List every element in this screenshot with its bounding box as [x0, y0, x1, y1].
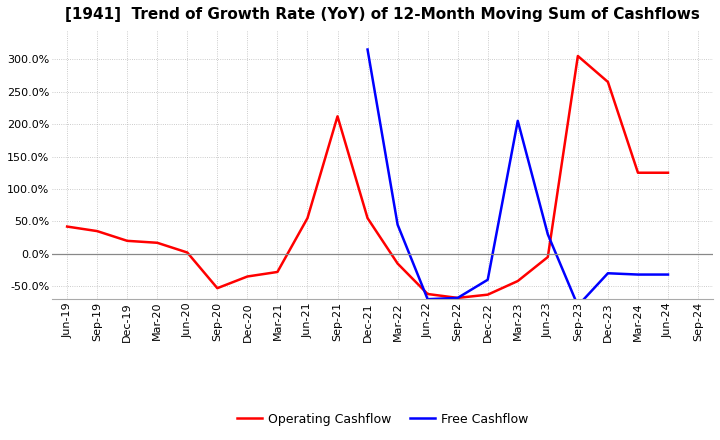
Free Cashflow [634, 272, 642, 277]
Free Cashflow [423, 297, 432, 302]
Free Cashflow [544, 232, 552, 237]
Operating Cashflow [513, 279, 522, 284]
Free Cashflow [363, 47, 372, 52]
Operating Cashflow [393, 261, 402, 266]
Free Cashflow [513, 118, 522, 124]
Operating Cashflow [273, 269, 282, 275]
Line: Free Cashflow: Free Cashflow [367, 50, 668, 306]
Free Cashflow [574, 303, 582, 308]
Operating Cashflow [454, 295, 462, 301]
Operating Cashflow [363, 216, 372, 221]
Operating Cashflow [423, 291, 432, 297]
Operating Cashflow [634, 170, 642, 176]
Operating Cashflow [303, 216, 312, 221]
Legend: Operating Cashflow, Free Cashflow: Operating Cashflow, Free Cashflow [232, 408, 534, 431]
Line: Operating Cashflow: Operating Cashflow [67, 56, 668, 298]
Operating Cashflow [153, 240, 161, 246]
Free Cashflow [603, 271, 612, 276]
Operating Cashflow [123, 238, 132, 243]
Operating Cashflow [183, 250, 192, 255]
Operating Cashflow [483, 292, 492, 297]
Operating Cashflow [93, 228, 102, 234]
Operating Cashflow [574, 53, 582, 59]
Free Cashflow [454, 295, 462, 301]
Operating Cashflow [243, 274, 252, 279]
Operating Cashflow [603, 79, 612, 84]
Title: [1941]  Trend of Growth Rate (YoY) of 12-Month Moving Sum of Cashflows: [1941] Trend of Growth Rate (YoY) of 12-… [65, 7, 700, 22]
Free Cashflow [393, 222, 402, 227]
Operating Cashflow [63, 224, 71, 229]
Operating Cashflow [664, 170, 672, 176]
Operating Cashflow [544, 254, 552, 260]
Free Cashflow [664, 272, 672, 277]
Operating Cashflow [333, 114, 342, 119]
Operating Cashflow [213, 286, 222, 291]
Free Cashflow [483, 277, 492, 282]
